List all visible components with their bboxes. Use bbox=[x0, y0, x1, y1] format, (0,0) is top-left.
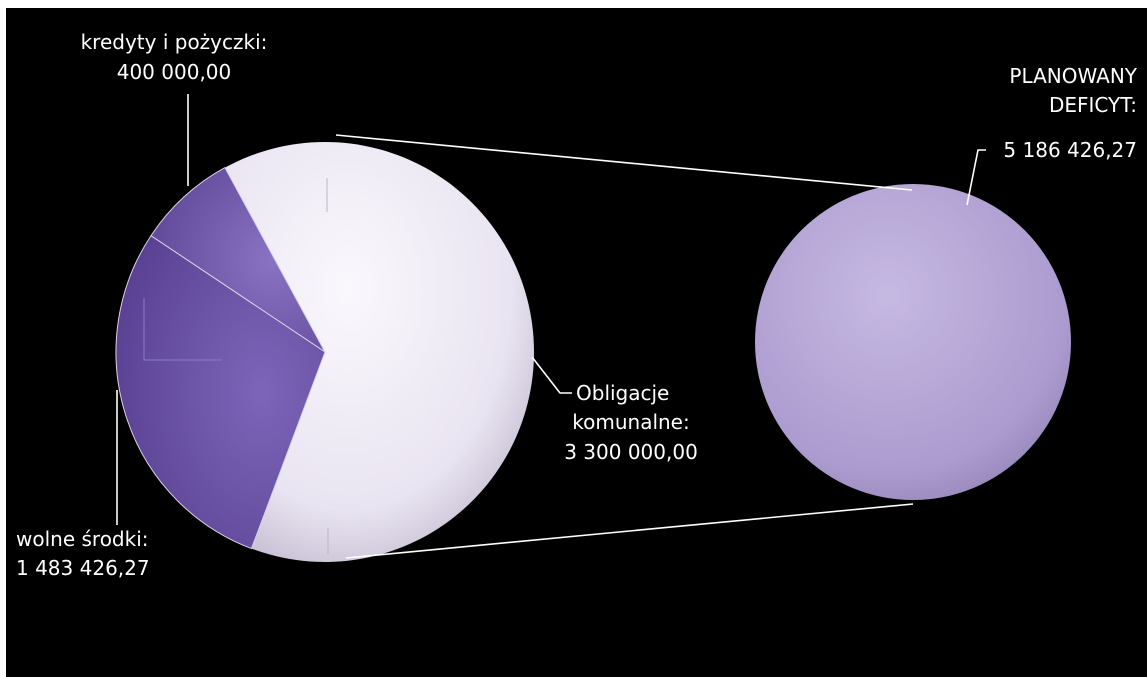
pie-of-pie-chart: kredyty i pożyczki: 400 000,00 wolne śro… bbox=[16, 30, 1138, 580]
label-kredyty-value: 400 000,00 bbox=[117, 60, 232, 84]
label-obligacje-word: Obligacje bbox=[576, 381, 669, 405]
label-wolne-value: 1 483 426,27 bbox=[16, 556, 150, 580]
label-kredyty-name: kredyty i pożyczki: bbox=[81, 30, 268, 54]
connector-line-top bbox=[335, 134, 913, 191]
label-deficyt-line1: PLANOWANY bbox=[1009, 64, 1137, 88]
label-obligacje-line2: komunalne: bbox=[572, 410, 689, 434]
label-wolne-name: wolne środki: bbox=[16, 527, 149, 551]
leader-line-obligacje bbox=[531, 356, 572, 394]
connector-line-bottom bbox=[345, 503, 914, 559]
chart-background: kredyty i pożyczki: 400 000,00 wolne śro… bbox=[6, 8, 1147, 677]
label-obligacje-line1: Obligacje bbox=[576, 381, 669, 405]
label-deficyt-line2: DEFICYT: bbox=[1049, 93, 1137, 117]
label-obligacje-word: komunalne: bbox=[572, 410, 689, 434]
pie-highlight-corner bbox=[143, 298, 222, 361]
label-obligacje-value: 3 300 000,00 bbox=[564, 440, 698, 464]
slice-wolne-srodki bbox=[115, 235, 326, 550]
slice-kredyty-i-pozyczki bbox=[150, 166, 326, 353]
slice-obligacje-komunalne bbox=[224, 141, 534, 562]
leader-line-deficyt bbox=[966, 149, 986, 206]
slice-planowany-deficyt bbox=[755, 184, 1071, 500]
label-deficyt-value: 5 186 426,27 bbox=[1003, 138, 1137, 162]
